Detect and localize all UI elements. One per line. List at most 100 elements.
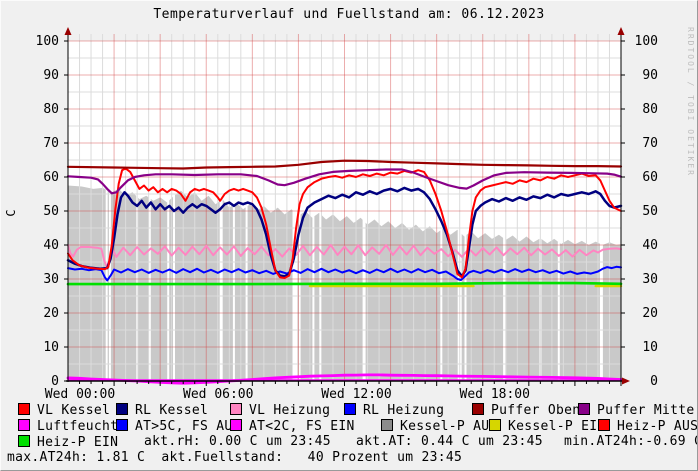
series-vl-heizung [67,244,622,268]
y-tick-label-right: 70 [642,136,658,151]
legend-swatch [230,403,242,415]
area-gap [440,180,443,381]
legend-stat-text: min.AT24h:-0.69 C [564,434,698,449]
y-tick-label-right: 40 [642,238,658,253]
legend-item-kessel-p-aus: Kessel-P AUS [381,419,498,434]
x-tick-label: Wed 06:00 [183,387,253,401]
axis-arrow-up-left [64,27,72,35]
chart-plot-area: 0 0 10 10 20 20 30 30 40 40 50 50 60 60 70 70 80 80 90 90 10… [4,27,658,401]
area-gap [292,180,298,381]
legend-swatch [578,403,590,415]
area-gap [599,180,603,381]
legend-item-heiz-p-aus: Heiz-P AUS [598,419,698,434]
legend-label: Puffer Oben [491,403,581,418]
y-tick-label-right: 50 [642,204,658,219]
area-gap [503,180,507,381]
area-gap [148,180,151,381]
legend-swatch [18,435,30,447]
legend-label: Luftfeuchte [37,419,127,434]
legend-item-at-5c-fs-aus: AT>5C, FS AUS [116,419,241,434]
legend-item-puffer-oben: Puffer Oben [472,403,581,418]
legend-item-luftfeuchte: Luftfeuchte [18,419,127,434]
series-puffer-mitte [66,168,623,195]
y-tick-label-right: 100 [635,34,658,49]
legend-swatch [598,419,610,431]
area-gap [173,180,175,381]
legend-stat-text: akt.rH: 0.00 C um 23:45 [144,434,331,449]
legend-label: Heiz-P AUS [617,419,698,434]
legend-swatch [344,403,356,415]
legend-label: Kessel-P AUS [400,419,498,434]
area-gap [319,180,322,381]
area-gap [219,180,223,381]
legend-item-at-2c-fs-ein: AT<2C, FS EIN [230,419,355,434]
legend-swatch [18,419,30,431]
legend-item-kessel-p-ein: Kessel-P EIN [489,419,606,434]
y-tick-label-right: 20 [642,306,658,321]
series-rl-kessel [66,186,623,278]
series-puffer-oben [66,159,623,170]
legend-label: Puffer Mitte [597,403,695,418]
y-tick-label-right: 30 [642,272,658,287]
rrdtool-watermark: RRDTOOL / TOBI OETIKER [686,27,695,177]
axis-arrow-right [622,377,630,385]
legend-item-rl-kessel: RL Kessel [116,403,209,418]
legend-swatch [230,419,242,431]
legend-swatch [116,419,128,431]
y-tick-label-left: 90 [43,68,59,83]
y-tick-label-left: 10 [43,340,59,355]
area-gap [167,180,170,381]
legend-label: AT<2C, FS EIN [249,419,355,434]
legend-swatch [18,403,30,415]
legend-label: Kessel-P EIN [508,419,606,434]
y-tick-label-left: 60 [43,170,59,185]
legend-item-rl-heizung: RL Heizung [344,403,445,418]
y-tick-label-right: 80 [642,102,658,117]
area-gap [362,180,366,381]
legend-item-vl-kessel: VL Kessel [18,403,111,418]
y-tick-label-left: 50 [43,204,59,219]
legend-swatch [381,419,393,431]
legend-swatch [116,403,128,415]
y-tick-label-right: 60 [642,170,658,185]
chart-title: Temperaturverlauf und Fuellstand am: 06.… [153,7,545,22]
y-tick-label-right: 90 [642,68,658,83]
legend-label: Heiz-P EIN [37,435,119,450]
legend-item-heiz-p-ein: Heiz-P EIN [18,435,119,450]
legend-label: VL Kessel [37,403,111,418]
y-tick-label-left: 20 [43,306,59,321]
y-tick-label-left: 40 [43,238,59,253]
x-tick-label: Wed 00:00 [45,387,115,401]
y-axis-unit-label: C [4,209,18,216]
x-tick-label: Wed 18:00 [460,387,530,401]
area-gap [108,180,111,381]
area-gap [557,180,560,381]
series-heiz-p-ein [66,281,623,286]
series-rl-heizung [67,265,622,282]
axis-arrow-up-right [617,27,625,35]
legend-item-vl-heizung: VL Heizung [230,403,331,418]
legend-stat-text: akt.AT: 0.44 C um 23:45 [356,434,543,449]
legend-swatch [472,403,484,415]
area-gap [464,180,467,381]
legend-label: RL Kessel [135,403,209,418]
y-tick-label-left: 70 [43,136,59,151]
y-tick-label-right: 0 [650,374,658,389]
legend-stat-text: max.AT24h: 1.81 C akt.Fuellstand: 40 Pro… [7,450,463,465]
y-tick-label-left: 100 [36,34,59,49]
legend-label: RL Heizung [363,403,445,418]
area-gap [298,180,301,381]
area-gap [312,180,315,381]
y-tick-label-left: 0 [51,374,59,389]
legend-label: VL Heizung [249,403,331,418]
area-gap [232,180,235,381]
y-tick-label-right: 10 [642,340,658,355]
y-tick-label-left: 80 [43,102,59,117]
area-gap [245,180,248,381]
legend-item-puffer-mitte: Puffer Mitte [578,403,695,418]
series-vl-kessel [67,167,622,279]
legend-label: AT>5C, FS AUS [135,419,241,434]
x-tick-label: Wed 12:00 [321,387,391,401]
legend-swatch [489,419,501,431]
